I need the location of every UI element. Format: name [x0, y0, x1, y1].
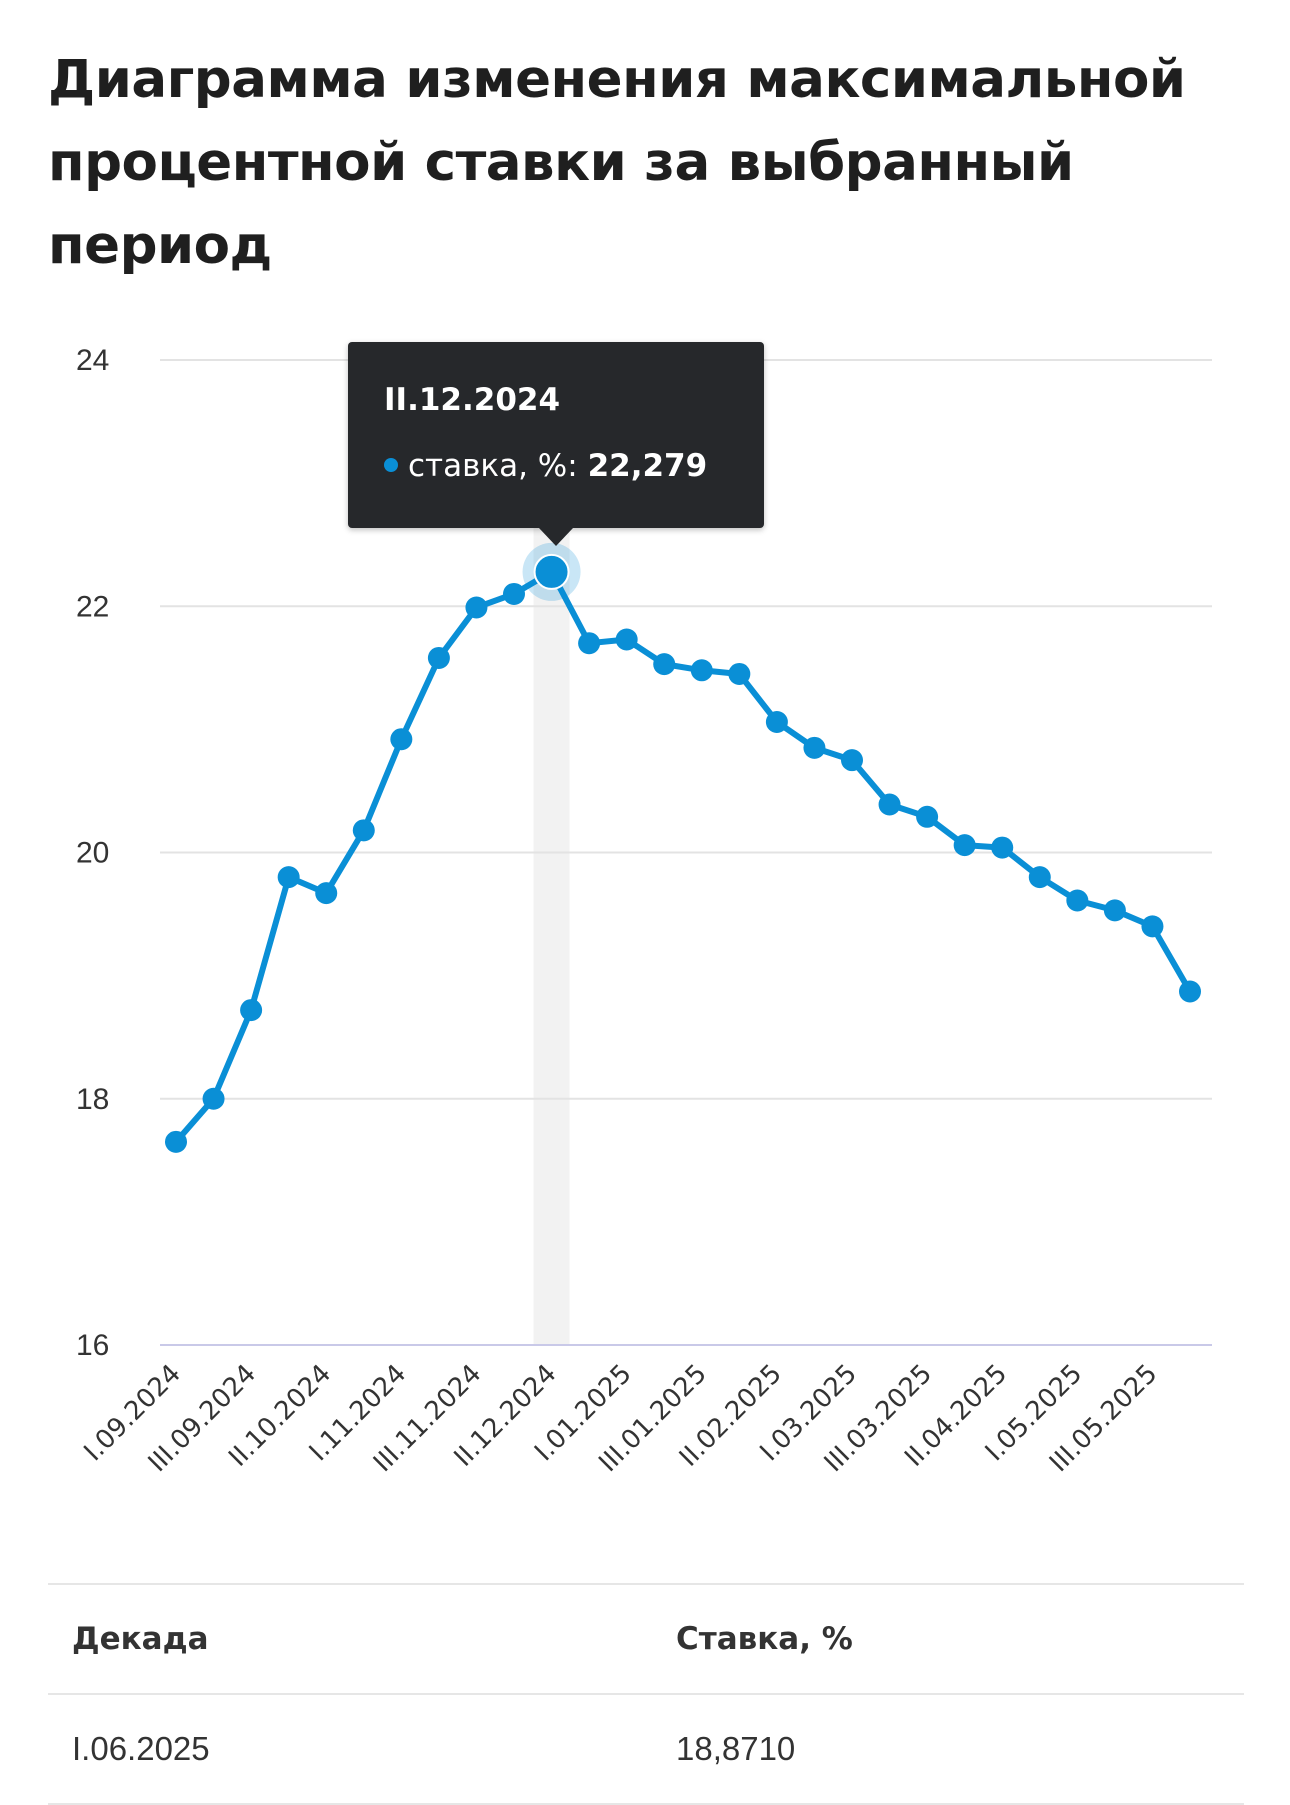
- data-point[interactable]: [240, 999, 263, 1022]
- data-point[interactable]: [953, 834, 976, 857]
- table-row: I.06.2025 18,8710: [48, 1695, 1244, 1803]
- data-point[interactable]: [765, 710, 788, 733]
- data-point[interactable]: [465, 596, 488, 619]
- y-tick-label: 18: [76, 1083, 109, 1116]
- tooltip: II.12.2024 ставка, %: 22,279: [348, 342, 764, 546]
- table-header: Декада Ставка, %: [48, 1585, 1244, 1693]
- data-point[interactable]: [1103, 899, 1126, 922]
- tooltip-date: II.12.2024: [384, 382, 561, 418]
- data-point[interactable]: [1028, 866, 1051, 889]
- y-axis-ticks: 16 18 20 22 24: [76, 344, 109, 1362]
- table-cell: 18,8710: [676, 1730, 796, 1767]
- data-point[interactable]: [615, 628, 638, 651]
- data-point[interactable]: [578, 632, 601, 655]
- divider: [48, 1583, 1244, 1585]
- x-axis-ticks: I.09.2024III.09.2024II.10.2024I.11.2024I…: [78, 1359, 1163, 1478]
- data-point[interactable]: [503, 582, 525, 605]
- line-chart: 16 18 20 22 24 I.09.2024III.09.2024II.10.202…: [76, 344, 1212, 1478]
- data-point[interactable]: [390, 728, 413, 751]
- tooltip-series-label: ставка, %:: [408, 448, 578, 484]
- y-tick-label: 16: [76, 1329, 109, 1362]
- data-table: Декада Ставка, % I.06.2025 18,8710: [48, 1583, 1244, 1805]
- data-point[interactable]: [202, 1087, 225, 1110]
- data-point[interactable]: [916, 805, 939, 828]
- data-point[interactable]: [315, 882, 338, 905]
- data-point[interactable]: [991, 836, 1014, 859]
- series-line: [173, 568, 1193, 1145]
- page-title: Диаграмма изменения максимальной процент…: [48, 49, 1186, 276]
- data-point[interactable]: [277, 866, 300, 889]
- divider: [48, 1693, 1244, 1695]
- data-point[interactable]: [690, 659, 713, 682]
- data-point[interactable]: [728, 662, 751, 685]
- tooltip-value: 22,279: [587, 448, 708, 484]
- data-point[interactable]: [427, 646, 450, 669]
- data-point[interactable]: [653, 653, 676, 676]
- series-marker-icon: [384, 457, 398, 472]
- data-point[interactable]: [165, 1130, 187, 1153]
- y-tick-label: 22: [76, 590, 109, 623]
- data-point-highlighted[interactable]: [533, 553, 570, 590]
- data-point[interactable]: [352, 819, 375, 842]
- data-point[interactable]: [1066, 889, 1089, 912]
- table-cell: I.06.2025: [72, 1730, 210, 1767]
- data-point[interactable]: [841, 749, 863, 772]
- data-point[interactable]: [803, 736, 826, 759]
- y-tick-label: 20: [76, 837, 109, 870]
- series-points: [165, 542, 1201, 1153]
- tooltip-row: ставка, %: 22,279: [384, 448, 707, 484]
- column-header: Ставка, %: [676, 1621, 853, 1657]
- data-point[interactable]: [878, 793, 901, 816]
- y-tick-label: 24: [76, 344, 109, 377]
- column-header: Декада: [72, 1621, 209, 1657]
- grid-lines: [160, 359, 1212, 1346]
- data-point[interactable]: [1179, 980, 1201, 1003]
- data-point[interactable]: [1141, 915, 1164, 938]
